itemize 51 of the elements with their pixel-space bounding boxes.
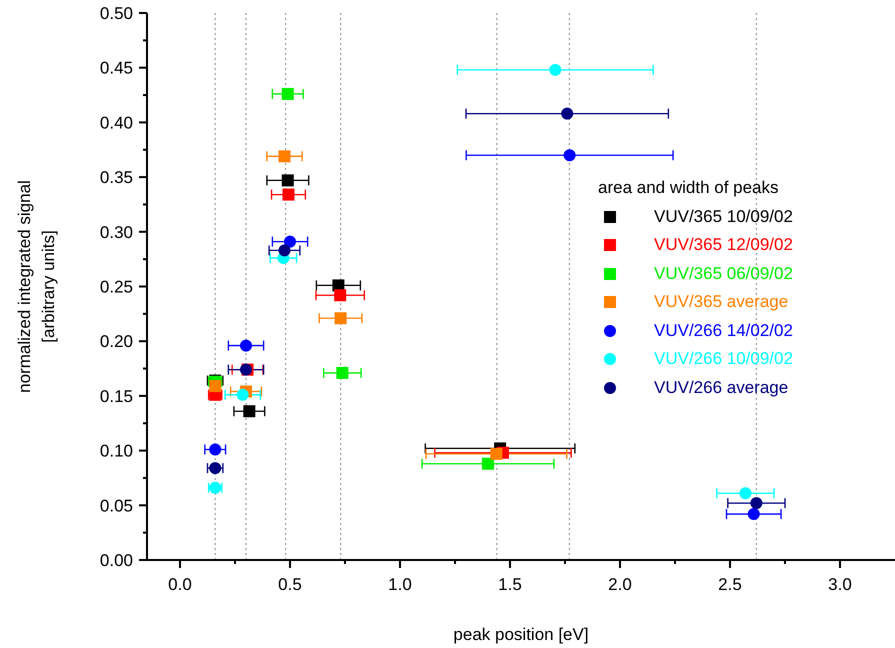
y-tick-label: 0.25 [100, 278, 133, 296]
y-tick-label: 0.00 [100, 551, 133, 570]
y-tick-label: 0.30 [100, 222, 133, 242]
y-tick-label: 0.05 [100, 496, 133, 516]
y-axis-title: normalized integrated signal [arbitrary units] [15, 180, 58, 393]
legend-label: VUV/365 12/09/02 [654, 234, 793, 256]
legend-label: VUV/266 10/09/02 [654, 348, 793, 370]
point [334, 289, 346, 302]
y-tick-label: 0.35 [100, 168, 133, 188]
point [282, 88, 294, 100]
point [334, 312, 347, 324]
point [209, 462, 222, 474]
point [209, 444, 222, 456]
point [564, 149, 576, 162]
legend-title: area and width of peaks [598, 177, 780, 199]
y-tick-label: 0.10 [100, 442, 133, 461]
point [490, 448, 502, 460]
legend-label: VUV/365 10/09/02 [654, 206, 793, 228]
point [549, 64, 562, 76]
point [209, 380, 222, 392]
point [236, 388, 249, 401]
point [284, 236, 296, 248]
legend-label: VUV/266 14/02/02 [654, 320, 793, 342]
x-tick-label: 0.0 [168, 575, 192, 594]
x-tick-label: 0.5 [278, 575, 302, 594]
point [243, 405, 256, 418]
legend-label: VUV/266 average [654, 376, 788, 398]
y-tick-label: 0.50 [100, 4, 133, 23]
legend-label: VUV/365 06/09/02 [654, 262, 793, 284]
point [336, 366, 348, 379]
point [278, 150, 290, 162]
legend-label: VUV/365 average [654, 291, 788, 313]
x-tick-label: 2.5 [718, 575, 742, 594]
y-tick-label: 0.15 [100, 386, 133, 406]
point [240, 340, 252, 352]
point [282, 174, 294, 186]
point [282, 188, 294, 201]
point [748, 508, 760, 520]
point [739, 487, 752, 500]
x-tick-label: 1.5 [498, 575, 522, 594]
point [482, 458, 494, 470]
x-axis-title: peak position [eV] [453, 625, 589, 644]
y-tick-label: 0.20 [100, 332, 133, 352]
point [750, 497, 762, 510]
point [278, 244, 290, 256]
y-tick-label: 0.40 [100, 113, 133, 132]
x-tick-label: 2.0 [608, 575, 632, 594]
point [561, 108, 574, 120]
y-tick-label: 0.45 [100, 58, 133, 78]
x-tick-label: 1.0 [388, 575, 412, 594]
x-tick-label: 3.0 [828, 575, 852, 594]
